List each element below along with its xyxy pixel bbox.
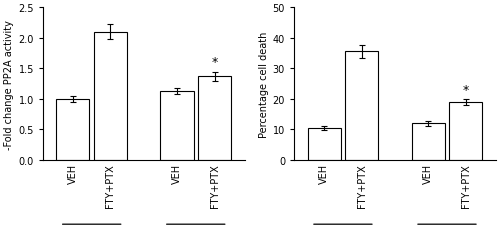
Bar <box>449 102 482 160</box>
Text: *: * <box>462 83 469 96</box>
Bar <box>94 33 127 160</box>
Bar <box>412 124 444 160</box>
Bar <box>198 77 231 160</box>
Bar <box>345 52 378 160</box>
Bar <box>308 128 340 160</box>
Y-axis label: -Fold change PP2A activity: -Fold change PP2A activity <box>4 19 14 149</box>
Bar <box>160 92 194 160</box>
Y-axis label: Percentage cell death: Percentage cell death <box>258 31 268 137</box>
Text: *: * <box>212 56 218 69</box>
Bar <box>56 99 90 160</box>
